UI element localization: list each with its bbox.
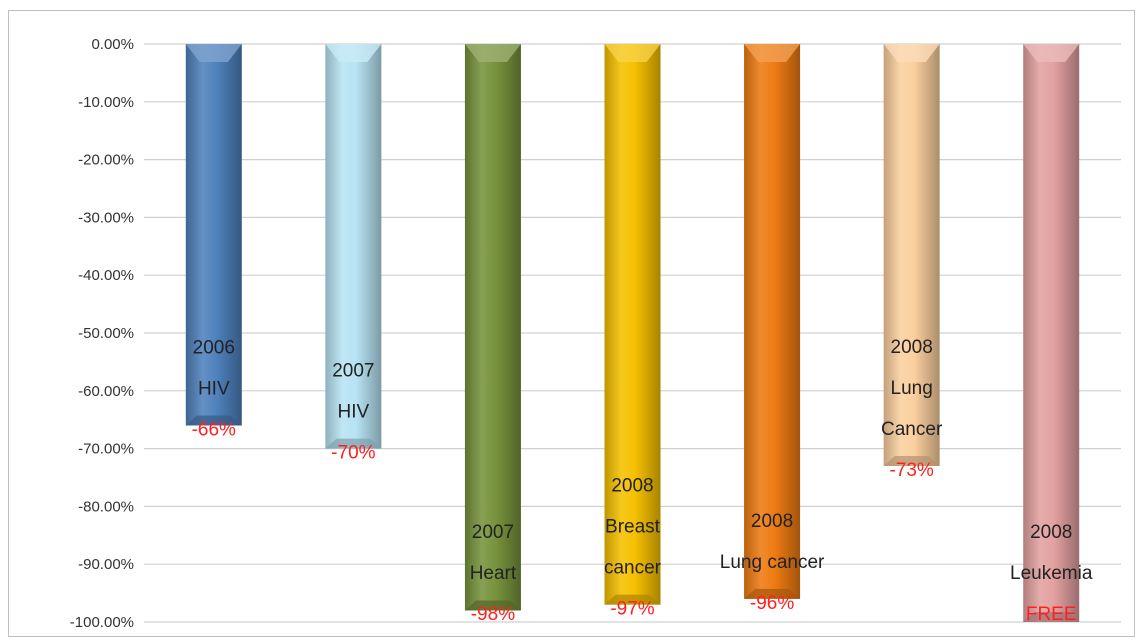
bar-bevel-top [744,44,801,62]
bar-category-label: HIV [338,402,370,423]
y-tick-label: 0.00% [91,36,134,53]
bar [185,44,242,426]
bar-category-label: HIV [198,378,230,399]
y-tick-label: -40.00% [78,267,134,284]
bar-category-label: Breast [605,517,661,538]
bar-value-label: -73% [889,460,933,481]
bar-value-label: -70% [331,443,375,464]
bar-category-label: Cancer [881,419,943,440]
bar-bevel-bottom [883,455,940,466]
bar [604,44,661,605]
bar-bevel-top [1023,44,1080,62]
y-tick-label: -70.00% [78,441,134,458]
bar [744,44,801,599]
bar-bevel-bottom [604,594,661,605]
bar-labels: 2006 HIV -66% 2007 HIV -70% 2007 Heart -98% 2008 B… [192,337,1093,625]
bar-value-label: -66% [192,419,236,440]
bar-category-label: Leukemia [1010,563,1093,584]
y-tick-label: -80.00% [78,498,134,515]
bar [325,44,382,449]
y-tick-label: -60.00% [78,383,134,400]
bar [464,44,521,611]
bar-category-label: 2008 [611,476,653,497]
y-tick-label: -100.00% [70,614,134,631]
bar-layer [185,44,1080,622]
bar-bevel-bottom [185,415,242,426]
bar-category-label: 2008 [751,511,793,532]
bar-bevel-bottom [1023,612,1080,622]
y-axis-ticks: 0.00% -10.00% -20.00% -30.00% -40.00% -50.00%… [70,36,134,631]
bar-category-label: 2007 [332,361,374,382]
bar-value-label: FREE [1026,604,1077,625]
bar [883,44,940,466]
bar-bevel-bottom [744,588,801,599]
y-tick-label: -30.00% [78,209,134,226]
bar-bevel-top [883,44,940,62]
y-tick-label: -50.00% [78,325,134,342]
chart-plot: 0.00% -10.00% -20.00% -30.00% -40.00% -50.00%… [70,36,1121,631]
bar-bevel-top [325,44,382,62]
bar-bevel-bottom [325,438,382,449]
y-tick-label: -20.00% [78,152,134,169]
bar-category-label: Lung [891,378,933,399]
bar-category-label: 2008 [891,337,933,358]
bar-category-label: Heart [470,563,517,584]
bar-value-label: -96% [750,593,794,614]
bar-bevel-top [464,44,521,62]
bar-category-label: cancer [604,558,662,579]
bar-bevel-top [604,44,661,62]
bar-category-label: 2007 [472,522,514,543]
y-tick-label: -10.00% [78,94,134,111]
bar-bevel-bottom [464,600,521,611]
bar-bevel-top [185,44,242,62]
bar-category-label: 2008 [1030,522,1072,543]
bar-value-label: -98% [471,604,515,625]
bar [1023,44,1080,622]
y-tick-label: -90.00% [78,556,134,573]
chart-frame: 0.00% -10.00% -20.00% -30.00% -40.00% -50.00%… [8,10,1135,637]
bar-category-label: 2006 [193,337,235,358]
bar-value-label: -97% [610,599,654,620]
bar-category-label: Lung cancer [720,552,825,573]
